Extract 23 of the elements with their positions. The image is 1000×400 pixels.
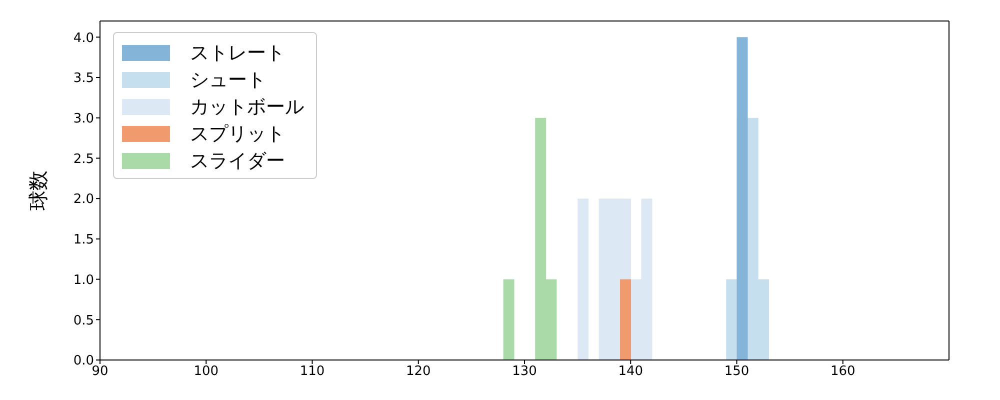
legend-label: カットボール [190, 94, 304, 120]
y-tick-label: 3.0 [73, 111, 94, 126]
legend-label: スプリット [190, 122, 285, 146]
y-tick-label: 0.0 [73, 354, 94, 369]
y-tick-label: 1.0 [73, 272, 94, 288]
legend-label: シュート [190, 68, 266, 92]
legend-label: ストレート [190, 40, 285, 66]
x-tick-label: 140 [618, 364, 644, 380]
x-tick-label: 120 [406, 364, 431, 380]
y-tick-label: 2.0 [73, 192, 94, 208]
y-tick-label: 0.5 [73, 313, 94, 328]
x-tick-label: 100 [194, 364, 219, 380]
y-tick-label: 2.5 [73, 152, 94, 167]
x-tick-label: 150 [724, 364, 750, 380]
x-tick-label: 160 [830, 364, 856, 380]
y-tick-label: 4.0 [73, 30, 94, 46]
y-axis-title: 球数 [26, 170, 50, 210]
x-tick-label: 110 [300, 364, 325, 380]
y-tick-label: 3.5 [73, 71, 94, 86]
x-tick-label: 130 [512, 364, 537, 380]
y-tick-label: 1.5 [73, 232, 94, 248]
legend-label: スライダー [190, 148, 285, 174]
x-tick-label: 90 [92, 364, 108, 380]
